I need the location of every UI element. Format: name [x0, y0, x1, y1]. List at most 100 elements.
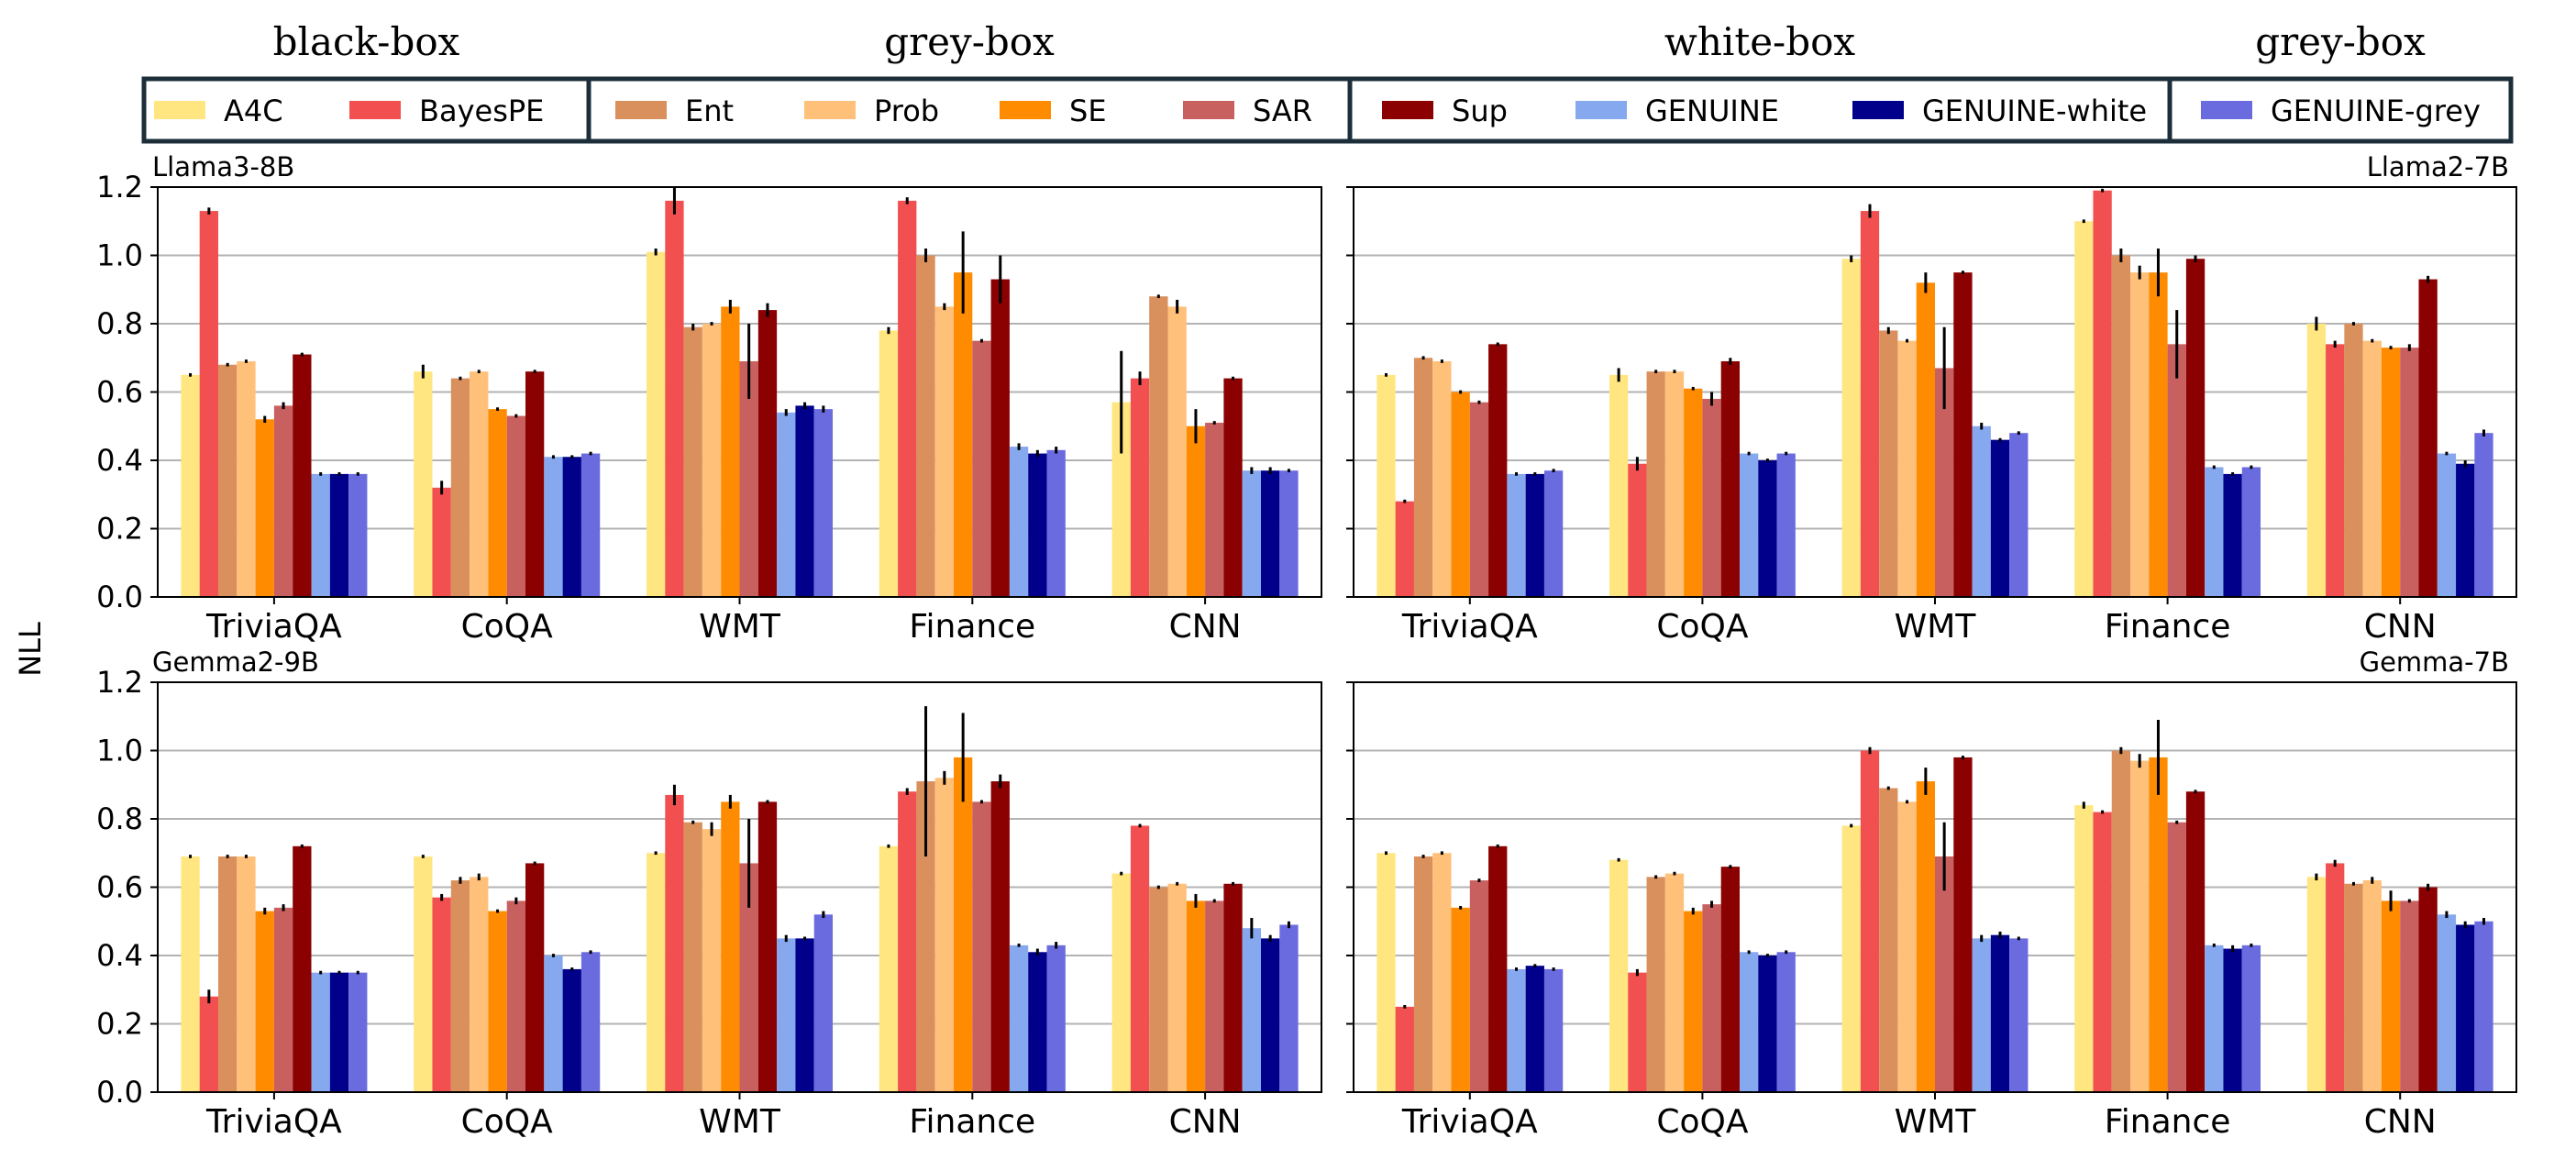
bar-gemma2-9b-finance-ent — [916, 781, 935, 1092]
bar-llama3-8b-triviaqa-genuine-white — [329, 473, 349, 597]
bar-gemma-7b-triviaqa-a4c — [1376, 853, 1396, 1092]
bar-gemma2-9b-cnn-genuine-white — [1261, 938, 1280, 1093]
bar-llama2-7b-triviaqa-sar — [1469, 402, 1489, 597]
legend-group-title-grey-box: grey-box — [884, 19, 1055, 64]
bar-gemma-7b-wmt-genuine-grey — [2009, 938, 2029, 1093]
legend-label-se: SE — [1069, 94, 1107, 128]
bar-llama3-8b-wmt-genuine — [777, 412, 796, 597]
category-label-coqa: CoQA — [1656, 608, 1748, 646]
bar-llama2-7b-wmt-a4c — [1841, 259, 1861, 597]
bar-gemma2-9b-wmt-ent — [683, 822, 702, 1092]
bar-llama2-7b-cnn-a4c — [2306, 324, 2327, 597]
legend-swatch-se — [1000, 101, 1051, 119]
bar-gemma-7b-finance-prob — [2130, 760, 2150, 1092]
bar-llama2-7b-wmt-sup — [1953, 272, 1973, 598]
bar-llama3-8b-wmt-bayespe — [665, 200, 684, 597]
bar-llama2-7b-cnn-sar — [2400, 348, 2419, 597]
bar-llama2-7b-cnn-genuine — [2437, 453, 2457, 597]
bar-gemma-7b-wmt-genuine — [1972, 938, 1991, 1093]
legend-swatch-genuine — [1575, 101, 1627, 119]
category-label-triviaqa: TriviaQA — [205, 1103, 342, 1141]
legend-label-genuine-grey: GENUINE-grey — [2271, 94, 2481, 128]
bar-llama2-7b-triviaqa-a4c — [1376, 374, 1396, 598]
bar-llama2-7b-cnn-genuine-white — [2456, 463, 2475, 597]
bar-gemma2-9b-coqa-genuine — [544, 956, 563, 1092]
bar-gemma-7b-triviaqa-genuine-grey — [1543, 968, 1564, 1092]
bar-gemma-7b-finance-genuine-grey — [2241, 945, 2261, 1092]
bar-llama3-8b-coqa-genuine — [544, 457, 563, 597]
bar-gemma2-9b-triviaqa-bayespe — [199, 996, 218, 1092]
bar-llama2-7b-triviaqa-sup — [1488, 344, 1508, 597]
y-tick-label-0-4: 0.4 — [96, 938, 143, 973]
legend-label-sar: SAR — [1253, 94, 1312, 128]
category-label-coqa: CoQA — [1656, 1103, 1748, 1141]
bar-llama2-7b-finance-ent — [2111, 255, 2131, 597]
bar-llama3-8b-cnn-genuine — [1242, 470, 1262, 597]
bar-gemma-7b-coqa-a4c — [1609, 859, 1629, 1092]
bar-gemma2-9b-coqa-sar — [506, 900, 525, 1092]
category-label-cnn: CNN — [1169, 1103, 1242, 1141]
bar-gemma2-9b-coqa-ent — [450, 880, 470, 1092]
bar-gemma-7b-finance-a4c — [2074, 805, 2094, 1092]
bar-llama3-8b-finance-ent — [916, 255, 935, 597]
bar-llama3-8b-cnn-genuine-white — [1261, 470, 1280, 597]
bar-llama2-7b-triviaqa-bayespe — [1395, 501, 1414, 597]
bar-llama3-8b-triviaqa-ent — [217, 364, 238, 597]
bar-gemma2-9b-triviaqa-genuine-white — [329, 972, 349, 1093]
bar-llama3-8b-triviaqa-genuine — [311, 473, 330, 597]
y-tick-label-0-4: 0.4 — [96, 443, 143, 478]
bar-gemma-7b-coqa-prob — [1664, 873, 1685, 1092]
legend-swatch-prob — [804, 101, 856, 119]
bar-gemma-7b-coqa-sar — [1702, 904, 1721, 1093]
bar-llama3-8b-cnn-bayespe — [1130, 378, 1150, 597]
bar-gemma2-9b-coqa-sup — [525, 863, 545, 1092]
category-label-cnn: CNN — [2364, 1103, 2437, 1141]
y-tick-label-0-8: 0.8 — [96, 801, 143, 836]
legend-swatch-sar — [1183, 101, 1234, 119]
bar-gemma-7b-triviaqa-bayespe — [1395, 1006, 1414, 1093]
bar-llama2-7b-coqa-ent — [1646, 371, 1665, 597]
legend-swatch-ent — [615, 101, 667, 119]
category-label-triviaqa: TriviaQA — [1401, 608, 1538, 646]
y-tick-label-0-0: 0.0 — [96, 1075, 143, 1110]
category-label-wmt: WMT — [699, 1103, 781, 1141]
category-label-wmt: WMT — [699, 608, 781, 646]
bar-llama3-8b-finance-bayespe — [898, 200, 917, 597]
bar-llama3-8b-finance-genuine-grey — [1046, 449, 1066, 597]
bar-gemma2-9b-triviaqa-ent — [217, 856, 238, 1092]
y-tick-label-0-0: 0.0 — [96, 580, 143, 614]
y-tick-label-0-8: 0.8 — [96, 306, 143, 341]
bar-llama2-7b-triviaqa-se — [1451, 392, 1470, 597]
bar-llama3-8b-coqa-prob — [470, 371, 489, 597]
bar-gemma2-9b-coqa-a4c — [414, 856, 433, 1092]
panel-llama2-7b: TriviaQA CoQA WMT Finance CNN Llama2-7B — [1346, 151, 2517, 646]
bar-llama2-7b-finance-genuine-grey — [2241, 467, 2261, 597]
legend-group-title-white-box: white-box — [1664, 19, 1856, 64]
bar-gemma-7b-wmt-se — [1916, 781, 1935, 1092]
chart-panels: TriviaQA CoQA WMT Finance CNN 0.0 0.2 0.4 0.6 0.8… — [96, 151, 2517, 1141]
bar-llama2-7b-finance-a4c — [2074, 221, 2094, 597]
bar-gemma-7b-triviaqa-prob — [1432, 853, 1452, 1092]
bar-gemma-7b-wmt-prob — [1897, 801, 1917, 1093]
y-tick-label-0-6: 0.6 — [96, 870, 143, 905]
bar-gemma2-9b-triviaqa-genuine-grey — [348, 972, 368, 1093]
legend-label-genuine: GENUINE — [1645, 94, 1779, 128]
legend-swatch-genuine-grey — [2201, 101, 2252, 119]
panel-title-llama2-7b: Llama2-7B — [2367, 151, 2509, 182]
bar-gemma-7b-triviaqa-sup — [1488, 845, 1508, 1092]
category-label-cnn: CNN — [2364, 608, 2437, 646]
bar-llama3-8b-finance-se — [954, 272, 973, 598]
legend-label-sup: Sup — [1452, 94, 1508, 128]
bar-gemma-7b-cnn-prob — [2362, 880, 2382, 1092]
bar-gemma-7b-finance-genuine-white — [2223, 948, 2242, 1092]
bar-llama2-7b-cnn-genuine-grey — [2474, 433, 2493, 597]
bar-llama2-7b-finance-bayespe — [2093, 190, 2112, 597]
bar-gemma2-9b-wmt-sup — [757, 801, 778, 1093]
bar-llama2-7b-triviaqa-prob — [1432, 360, 1452, 597]
bar-llama3-8b-triviaqa-sar — [273, 405, 293, 597]
bar-llama3-8b-triviaqa-sup — [293, 354, 312, 597]
legend-swatch-sup — [1382, 101, 1433, 119]
bar-gemma2-9b-cnn-se — [1186, 900, 1206, 1092]
bar-llama3-8b-triviaqa-genuine-grey — [348, 473, 368, 597]
bar-gemma-7b-coqa-genuine — [1739, 952, 1759, 1092]
